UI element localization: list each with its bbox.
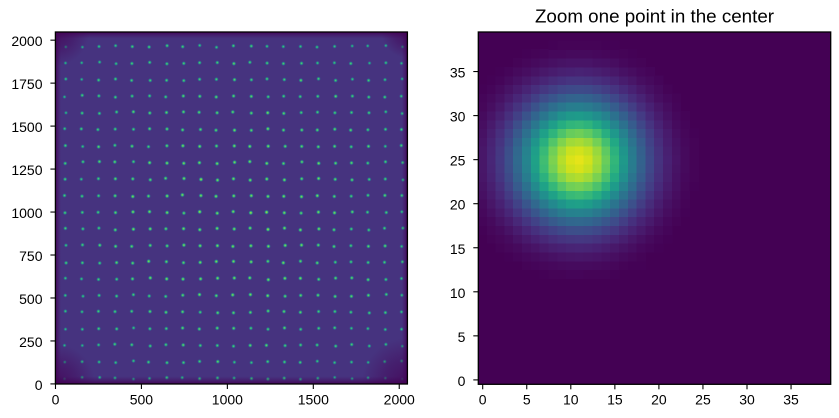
svg-text:750: 750 bbox=[19, 248, 43, 264]
svg-text:2000: 2000 bbox=[384, 392, 415, 408]
svg-text:15: 15 bbox=[607, 392, 623, 408]
svg-text:1000: 1000 bbox=[11, 205, 42, 221]
svg-text:2000: 2000 bbox=[11, 33, 42, 49]
svg-text:1750: 1750 bbox=[11, 76, 42, 92]
svg-text:0: 0 bbox=[35, 377, 43, 393]
svg-text:0: 0 bbox=[458, 373, 466, 389]
svg-text:35: 35 bbox=[783, 392, 799, 408]
svg-text:5: 5 bbox=[458, 329, 466, 345]
svg-text:30: 30 bbox=[450, 109, 466, 125]
svg-text:10: 10 bbox=[450, 285, 466, 301]
svg-text:25: 25 bbox=[450, 153, 466, 169]
svg-text:35: 35 bbox=[450, 65, 466, 81]
svg-text:Zoom one point in the center: Zoom one point in the center bbox=[535, 6, 774, 27]
svg-text:25: 25 bbox=[695, 392, 711, 408]
svg-text:1500: 1500 bbox=[11, 119, 42, 135]
svg-text:500: 500 bbox=[19, 291, 43, 307]
svg-text:5: 5 bbox=[523, 392, 531, 408]
svg-text:1000: 1000 bbox=[212, 392, 243, 408]
svg-text:0: 0 bbox=[479, 392, 487, 408]
svg-text:1500: 1500 bbox=[298, 392, 329, 408]
svg-text:500: 500 bbox=[130, 392, 154, 408]
svg-text:0: 0 bbox=[52, 392, 60, 408]
svg-text:10: 10 bbox=[563, 392, 579, 408]
svg-text:15: 15 bbox=[450, 241, 466, 257]
svg-text:250: 250 bbox=[19, 334, 43, 350]
svg-text:20: 20 bbox=[450, 197, 466, 213]
svg-text:30: 30 bbox=[739, 392, 755, 408]
svg-text:1250: 1250 bbox=[11, 162, 42, 178]
svg-text:20: 20 bbox=[651, 392, 667, 408]
